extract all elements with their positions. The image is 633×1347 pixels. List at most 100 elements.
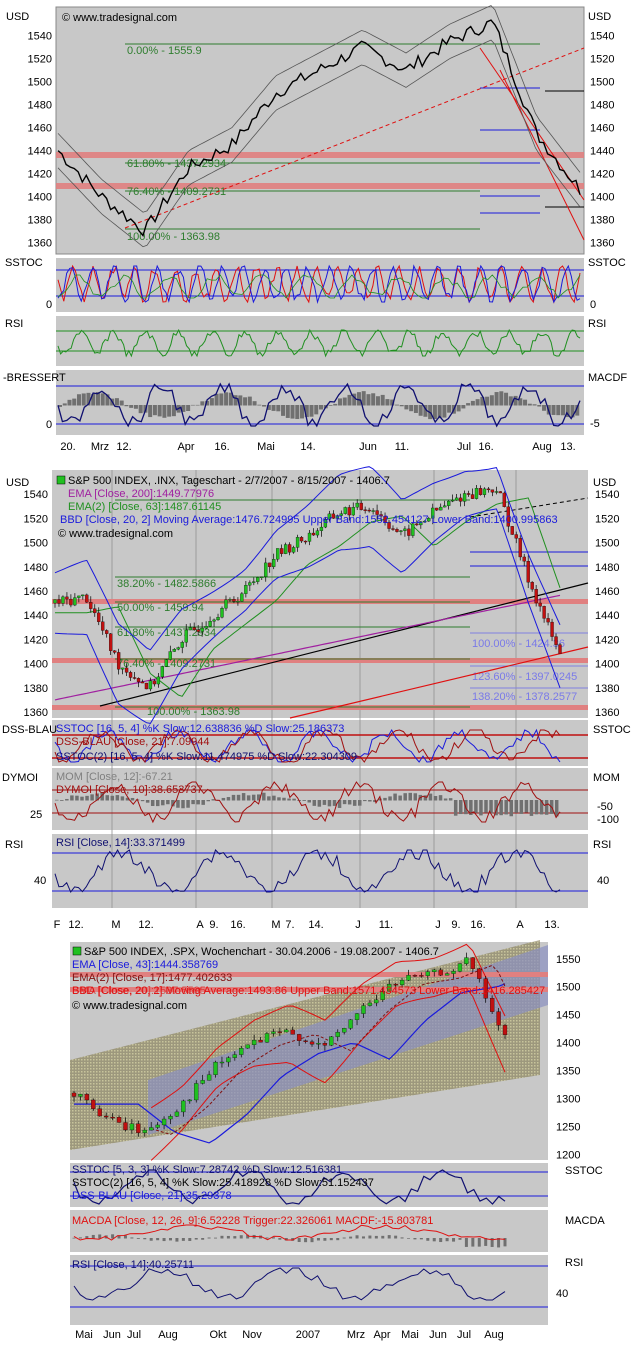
chart2-candle	[490, 489, 495, 493]
chart2-candle	[558, 644, 562, 654]
chart2-legend-ema200: EMA [Close, 200]:1449.77976	[68, 488, 214, 500]
chart2-fib-label: 50.00% - 1459.94	[117, 602, 204, 614]
chart1-macdf-bar	[281, 405, 286, 416]
chart2-mom-bar	[186, 800, 190, 808]
chart2-candle	[542, 606, 546, 619]
chart3-candle	[502, 1025, 508, 1035]
chart3-macd-line	[73, 1224, 506, 1241]
chart2-mom-bar	[514, 800, 519, 813]
chart2-candle	[160, 666, 165, 678]
chart2-mom-bar	[236, 794, 241, 801]
chart1-macdf-value: -5	[590, 418, 600, 430]
chart2-candle	[462, 493, 467, 502]
chart3-macd-bar	[98, 1234, 102, 1239]
chart2-candle	[435, 507, 439, 511]
chart2-candle	[307, 532, 312, 542]
chart2-candle	[419, 521, 423, 526]
chart1-macdf-bar	[437, 405, 442, 419]
chart3-macd-bar	[413, 1238, 417, 1240]
chart1-macdf-bar	[537, 405, 542, 407]
chart2-candle	[518, 538, 522, 558]
chart3-macd-bar	[316, 1238, 320, 1241]
chart3-candle	[470, 957, 475, 969]
chart3-price-tick: 1350	[556, 1066, 580, 1078]
chart2-candle	[148, 680, 153, 690]
chart1-macdf-bar	[447, 405, 452, 413]
chart2-candle	[415, 523, 419, 526]
chart3-x-label: Mai	[401, 1329, 419, 1341]
chart3-macd-bar	[464, 1238, 468, 1247]
chart2-mom-bar	[196, 800, 200, 805]
chart3-candle	[149, 1127, 154, 1131]
chart3-macd-bar	[310, 1238, 314, 1243]
chart2-candle	[363, 509, 367, 511]
chart2-candle	[502, 492, 506, 507]
chart2-price-ticks-right: 1540 1520 1500 1480 1460 1440 1420 1400 1380 1360	[595, 489, 619, 719]
chart2-mom-bar	[534, 800, 539, 815]
chart3-macda-right: MACDA	[565, 1215, 605, 1227]
chart2-candle	[474, 488, 479, 499]
chart2-candle	[81, 594, 85, 597]
chart2-rsi-right: RSI	[593, 839, 611, 851]
chart2-mom-bar	[70, 795, 74, 801]
chart2-mom-bar	[544, 800, 549, 815]
chart2-mom-bar	[499, 800, 503, 816]
chart3-price-tick: 1250	[556, 1121, 580, 1133]
chart3-candle	[348, 1019, 353, 1029]
chart1-macdf-bar	[380, 394, 385, 406]
chart3-x-label: Jul	[127, 1329, 141, 1341]
chart3-macd-bar	[342, 1237, 346, 1239]
chart2-candle	[216, 617, 220, 621]
chart1-macdf-bar	[361, 391, 366, 406]
chart2-candle	[220, 608, 224, 618]
chart2-mom-bar	[494, 800, 498, 816]
chart1-band-upper	[57, 5, 581, 213]
chart1-macdf-bar	[205, 400, 210, 406]
chart3-candle	[181, 1100, 186, 1113]
chart2-mom-bar	[423, 795, 428, 801]
chart3-x-label: Aug	[158, 1329, 178, 1341]
chart1-macdf-bar	[527, 403, 532, 406]
chart2-candle	[224, 599, 228, 609]
chart3-macd-bar	[111, 1234, 115, 1239]
chart2-price-tick: 1400	[24, 659, 48, 671]
chart1-macdf-bar	[561, 405, 566, 416]
chart2-sstoc-legend: SSTOC(2) [16, 5, 4] %K Slow:11.474975 %D…	[56, 751, 357, 763]
chart3-macd-bar	[85, 1236, 89, 1239]
chart2-fib-ext-label: 138.20% - 1378.2577	[472, 691, 577, 703]
chart2-candle	[478, 488, 483, 495]
chart2-mom-bar	[262, 792, 266, 801]
chart3-price-tick: 1300	[556, 1094, 580, 1106]
chart2-candle	[61, 596, 65, 604]
chart1-macdf-bar	[404, 405, 409, 410]
chart1-fib-band	[56, 152, 584, 158]
chart2-x-label: 12.	[138, 919, 153, 931]
chart3-macd-bar	[233, 1236, 237, 1239]
chart3-candle	[239, 1047, 244, 1055]
chart1-x-label: 11.	[395, 441, 409, 453]
chart3-rsi-legend: RSI [Close, 14]:40.25711	[72, 1259, 194, 1271]
chart2-mom-bar	[110, 795, 115, 801]
chart1-macdf-bar	[233, 395, 238, 406]
chart2-usd-right: USD	[593, 477, 616, 489]
chart2-candle	[264, 562, 268, 578]
chart3-macd-bar	[117, 1235, 121, 1239]
chart3-macd-bar	[439, 1238, 443, 1243]
chart2-rsi-value: 40	[597, 875, 609, 887]
chart2-candle	[228, 599, 232, 601]
chart1-macdf-bar	[542, 405, 547, 411]
chart2-mom-bar	[130, 797, 135, 801]
chart2-mom-legend: MOM [Close, 12]:-67.21	[56, 771, 173, 783]
chart3-candle	[374, 999, 379, 1004]
chart2-candle	[244, 585, 248, 594]
chart2-mom-bar	[171, 800, 175, 807]
chart2-candle	[97, 612, 101, 622]
chart2-candle	[172, 649, 176, 652]
chart3-macd-bar	[400, 1237, 404, 1239]
chart1-macdf-bar	[228, 392, 233, 406]
chart3-price-tick: 1200	[556, 1149, 580, 1161]
chart3-price-tick: 1400	[556, 1038, 580, 1050]
chart1-sstoc-blue	[57, 264, 581, 304]
chart2-x-label: J	[355, 919, 361, 931]
chart1-macdf-bar	[243, 397, 248, 406]
